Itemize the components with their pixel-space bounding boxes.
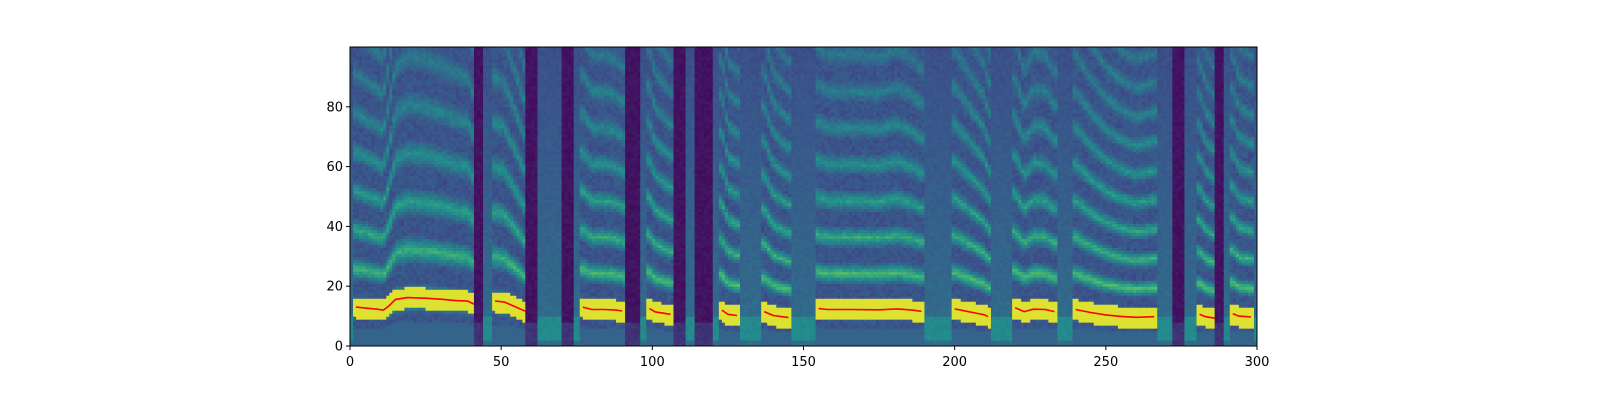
spectrogram-heatmap <box>350 47 1258 347</box>
